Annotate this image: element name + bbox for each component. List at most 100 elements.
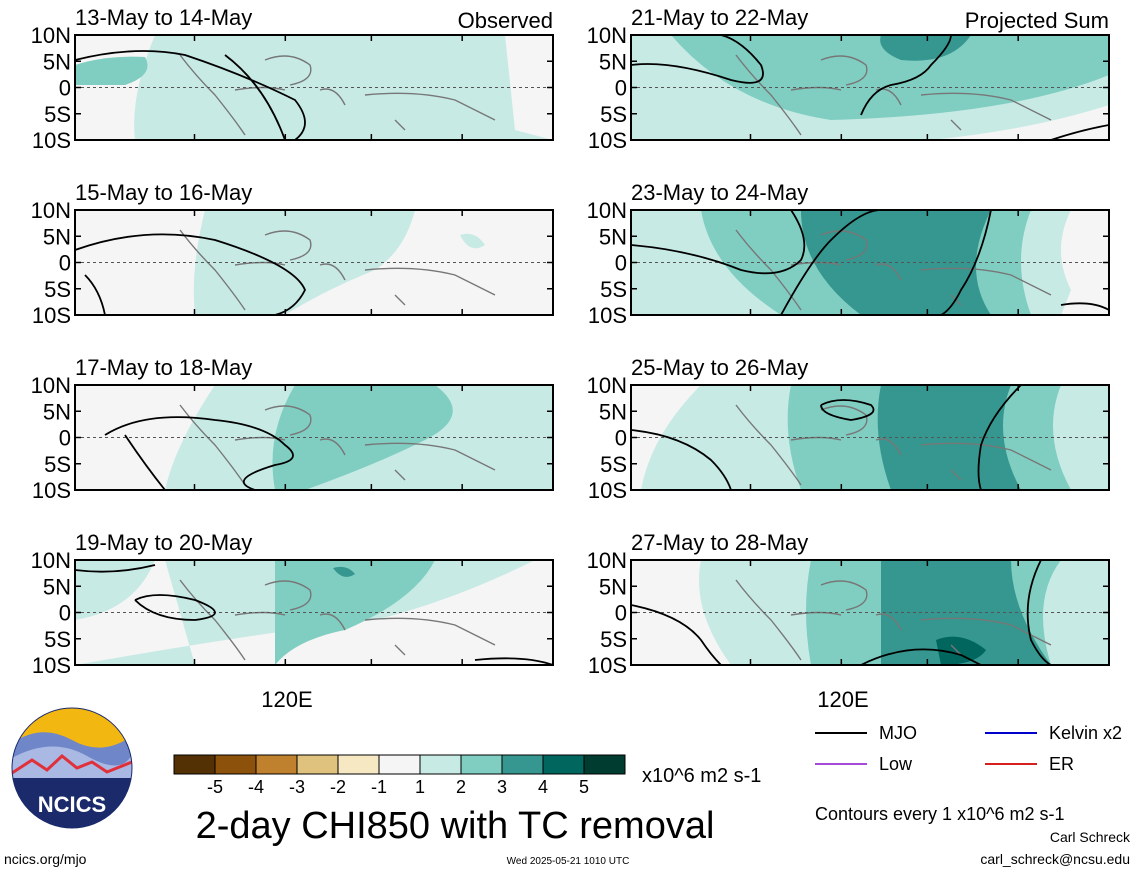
colorbar-tick-label: 5 xyxy=(579,777,589,797)
mjo-contour xyxy=(631,35,764,84)
mjo-contour xyxy=(780,210,882,315)
shaded-region xyxy=(134,35,553,140)
column-label-0: Observed xyxy=(458,8,553,33)
legend-label-2: Low xyxy=(879,754,913,774)
shaded-region xyxy=(881,560,1051,665)
y-tick-label: 10N xyxy=(587,198,627,223)
panel-title: 17-May to 18-May xyxy=(75,355,252,380)
shaded-region xyxy=(671,35,1109,120)
y-tick-label: 10N xyxy=(31,23,71,48)
y-tick-label: 10N xyxy=(587,23,627,48)
y-tick-label: 5N xyxy=(43,49,71,74)
colorbar-tick-label: 4 xyxy=(538,777,548,797)
logo-text: NCICS xyxy=(38,792,106,817)
panel-title: 19-May to 20-May xyxy=(75,530,252,555)
y-tick-label: 0 xyxy=(59,601,71,626)
y-tick-label: 0 xyxy=(59,251,71,276)
legend-label-1: Kelvin x2 xyxy=(1049,723,1122,743)
colorbar-tick-label: -1 xyxy=(371,777,387,797)
y-tick-label: 10S xyxy=(588,478,627,503)
mjo-contour xyxy=(940,210,992,315)
y-tick-label: 5N xyxy=(43,224,71,249)
column-label-1: Projected Sum xyxy=(965,8,1109,33)
email: carl_schreck@ncsu.edu xyxy=(980,851,1130,867)
mjo-contour xyxy=(1026,560,1052,665)
mjo-contour xyxy=(134,594,216,621)
y-tick-label: 10N xyxy=(587,548,627,573)
chart-title: 2-day CHI850 with TC removal xyxy=(196,805,715,847)
colorbar-swatch xyxy=(337,754,380,775)
y-tick-label: 5N xyxy=(599,224,627,249)
ncics-logo: NCICS xyxy=(11,707,133,829)
y-tick-label: 5S xyxy=(600,277,627,302)
colorbar-swatch xyxy=(214,754,257,775)
mjo-contour xyxy=(75,233,306,315)
mjo-contour xyxy=(631,429,732,490)
legend: MJO Kelvin x2 Low ER xyxy=(815,723,1122,774)
y-tick-label: 5N xyxy=(43,574,71,599)
shaded-region xyxy=(880,35,971,61)
colorbar-swatch xyxy=(378,754,421,775)
y-tick-label: 0 xyxy=(615,426,627,451)
colorbar-tick-label: -5 xyxy=(207,777,223,797)
y-tick-label: 5S xyxy=(44,102,71,127)
panel-title: 15-May to 16-May xyxy=(75,180,252,205)
source-url: ncics.org/mjo xyxy=(4,851,87,867)
panel-title: 25-May to 26-May xyxy=(631,355,808,380)
y-tick-label: 5S xyxy=(44,452,71,477)
y-tick-label: 5S xyxy=(600,627,627,652)
y-tick-label: 5N xyxy=(43,399,71,424)
y-tick-label: 0 xyxy=(615,601,627,626)
y-tick-label: 10N xyxy=(587,373,627,398)
mjo-contour xyxy=(104,416,294,490)
shaded-region xyxy=(275,560,435,665)
colorbar-swatch xyxy=(583,754,626,775)
y-tick-label: 0 xyxy=(615,251,627,276)
mjo-contour xyxy=(977,385,1022,490)
colorbar-swatch xyxy=(542,754,585,775)
panel-title: 21-May to 22-May xyxy=(631,5,808,30)
y-tick-label: 5N xyxy=(599,399,627,424)
y-tick-label: 10S xyxy=(32,303,71,328)
x-tick-right: 120E xyxy=(817,687,868,712)
panel-title: 23-May to 24-May xyxy=(631,180,808,205)
colorbar: -5 -4 -3 -2 -1 1 2 3 4 5 xyxy=(173,754,626,797)
mjo-contour xyxy=(1050,124,1109,140)
mjo-contour xyxy=(631,604,722,665)
mjo-contour xyxy=(84,274,106,315)
y-tick-label: 10N xyxy=(31,373,71,398)
shaded-region xyxy=(460,233,485,249)
y-tick-label: 10N xyxy=(31,198,71,223)
timestamp: Wed 2025-05-21 1010 UTC xyxy=(507,856,630,867)
mjo-contour xyxy=(75,50,306,140)
y-tick-label: 5S xyxy=(44,627,71,652)
y-tick-label: 5N xyxy=(599,49,627,74)
shaded-region xyxy=(272,385,453,490)
panel-title: 27-May to 28-May xyxy=(631,530,808,555)
y-tick-label: 0 xyxy=(615,76,627,101)
x-tick-left: 120E xyxy=(261,687,312,712)
shaded-region xyxy=(75,560,155,620)
mjo-contour xyxy=(224,54,286,140)
colorbar-tick-label: -2 xyxy=(330,777,346,797)
y-tick-label: 0 xyxy=(59,426,71,451)
colorbar-tick-label: 1 xyxy=(415,777,425,797)
colorbar-tick-label: -3 xyxy=(289,777,305,797)
mjo-contour xyxy=(820,399,875,421)
panel-title: 13-May to 14-May xyxy=(75,5,252,30)
y-tick-label: 5N xyxy=(599,574,627,599)
legend-label-0: MJO xyxy=(879,723,917,743)
y-tick-label: 10S xyxy=(32,478,71,503)
y-tick-label: 0 xyxy=(59,76,71,101)
colorbar-swatch xyxy=(255,754,298,775)
y-tick-label: 5S xyxy=(600,102,627,127)
y-tick-label: 10S xyxy=(588,653,627,678)
